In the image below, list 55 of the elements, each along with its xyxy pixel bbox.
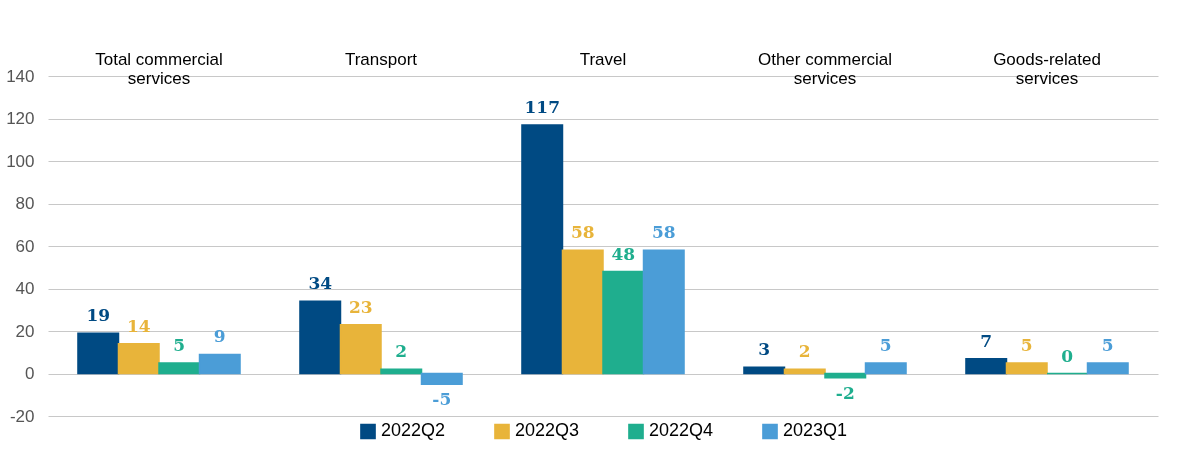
data-label: 14 [126,315,151,336]
data-label: 5 [879,334,892,355]
data-label: 7 [980,330,993,351]
bar [158,362,201,375]
data-label: 9 [213,326,226,347]
bar [864,362,907,375]
y-tick-label: 120 [6,109,35,128]
data-label: 58 [570,222,595,243]
data-label: 2 [395,341,408,362]
data-label: 58 [651,222,676,243]
bar [299,300,342,375]
x-tick-label: Transport [344,49,418,69]
data-label: 117 [524,96,560,117]
bar [77,332,120,375]
data-label: 3 [758,339,771,360]
data-label: 34 [308,273,333,294]
bar [824,372,867,379]
bar [1005,362,1048,375]
bar [420,372,463,385]
legend-label: 2022Q2 [381,420,446,441]
bar [198,353,241,375]
bar [602,270,645,375]
data-label: 5 [1020,334,1033,355]
data-label: 5 [173,334,186,355]
bar [339,323,382,375]
x-tick-label: Travel [579,49,627,69]
legend-label: 2022Q4 [649,420,714,441]
data-label: 19 [86,305,111,326]
bar [965,357,1008,375]
bar [1086,362,1129,375]
data-label: 5 [1101,334,1114,355]
x-tick-label: Total commercial services [95,49,223,88]
y-tick-label: 60 [15,236,35,256]
y-tick-label: 0 [25,364,35,383]
data-label: 48 [611,243,636,264]
data-label: 2 [798,341,811,362]
bar [561,249,604,375]
data-label: -2 [835,382,855,403]
bar [642,249,685,375]
data-label: 23 [348,296,373,317]
data-label: 0 [1061,345,1074,366]
y-tick-label: -20 [9,406,35,426]
y-tick-label: 20 [15,321,35,341]
bar [521,124,564,375]
x-tick-label: Other commercial services [757,49,893,88]
legend-label: 2022Q3 [515,420,580,441]
y-tick-label: 40 [15,279,35,298]
bar [117,343,160,375]
data-label: -5 [432,389,452,410]
y-tick-label: 100 [6,151,35,171]
legend-label: 2023Q1 [783,420,848,441]
bar [743,366,786,375]
y-tick-label: 140 [6,66,35,86]
x-tick-label: Goods-related services [993,49,1101,88]
y-tick-label: 80 [15,194,35,213]
